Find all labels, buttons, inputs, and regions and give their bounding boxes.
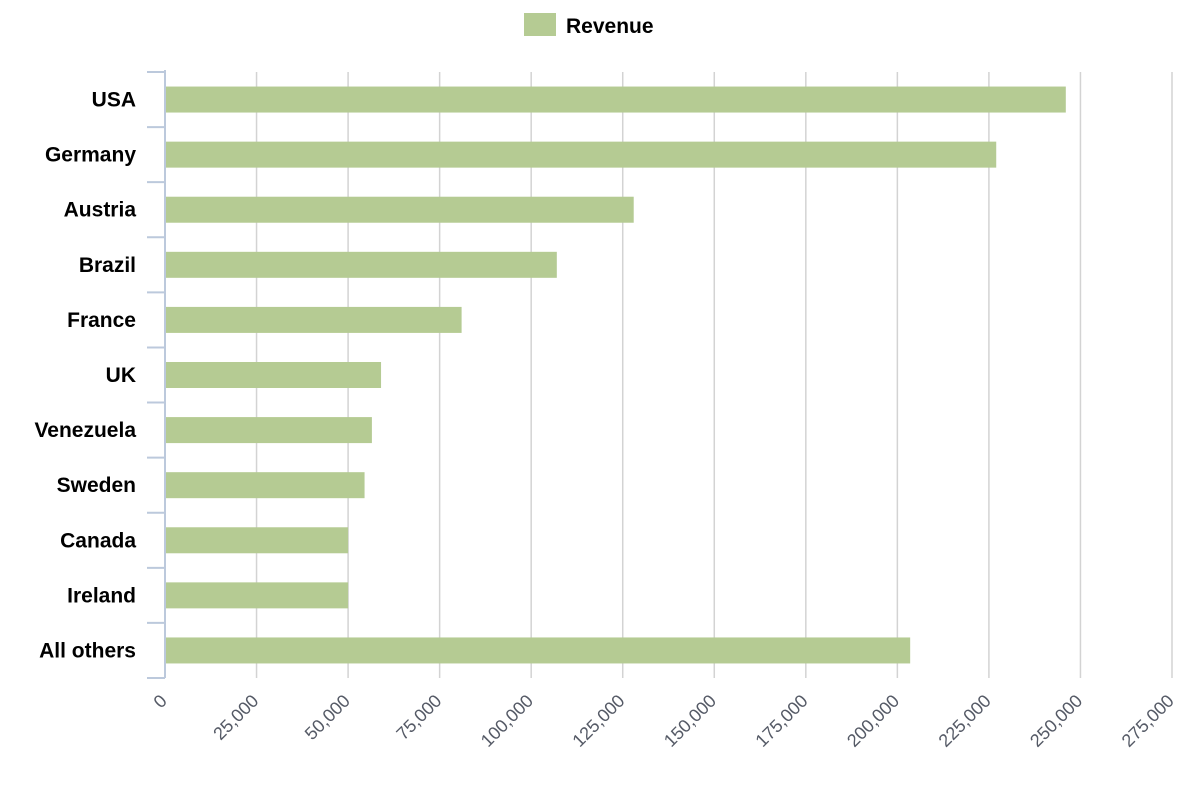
category-label: UK <box>106 364 136 387</box>
x-tick-label: 200,000 <box>843 691 903 751</box>
bars <box>166 86 1066 664</box>
bar-uk[interactable] <box>166 362 382 388</box>
category-label: France <box>67 309 136 332</box>
x-tick-label: 50,000 <box>301 691 354 744</box>
x-tick-labels: 0 25,000 50,000 75,000 100,000 125,000 150,000… <box>150 691 1178 751</box>
category-label: Brazil <box>79 254 136 277</box>
category-label: Sweden <box>57 474 136 497</box>
bar-brazil[interactable] <box>166 251 557 278</box>
x-tick-label: 275,000 <box>1118 691 1178 751</box>
grid-lines <box>255 72 1173 678</box>
x-tick-label: 0 <box>150 691 171 712</box>
bar-germany[interactable] <box>166 141 997 168</box>
category-label: Canada <box>60 529 136 552</box>
x-tick-label: 150,000 <box>660 691 720 751</box>
category-label: Venezuela <box>34 419 136 442</box>
x-tick-label: 250,000 <box>1026 691 1086 751</box>
bar-sweden[interactable] <box>166 472 365 499</box>
axes <box>147 70 166 679</box>
legend[interactable]: Revenue <box>524 13 654 38</box>
category-label: USA <box>92 89 136 112</box>
legend-label-revenue: Revenue <box>566 15 654 38</box>
x-tick-label: 175,000 <box>751 691 811 751</box>
x-tick-label: 125,000 <box>568 691 628 751</box>
category-label: Austria <box>64 199 137 222</box>
bar-venezuela[interactable] <box>166 417 372 444</box>
bar-all-others[interactable] <box>166 637 911 664</box>
category-label: All others <box>39 639 136 662</box>
x-tick-label: 75,000 <box>392 691 445 744</box>
bar-usa[interactable] <box>166 86 1066 113</box>
bar-austria[interactable] <box>166 196 634 223</box>
category-labels: USA Germany Austria Brazil France UK Venezuela… <box>34 89 136 663</box>
bar-ireland[interactable] <box>166 582 349 609</box>
x-tick-label: 25,000 <box>209 691 262 744</box>
bar-france[interactable] <box>166 306 462 333</box>
category-label: Ireland <box>67 584 136 607</box>
x-tick-label: 100,000 <box>477 691 537 751</box>
x-tick-label: 225,000 <box>935 691 995 751</box>
legend-swatch-revenue <box>524 13 556 36</box>
category-label: Germany <box>45 144 136 167</box>
bar-canada[interactable] <box>166 527 349 554</box>
